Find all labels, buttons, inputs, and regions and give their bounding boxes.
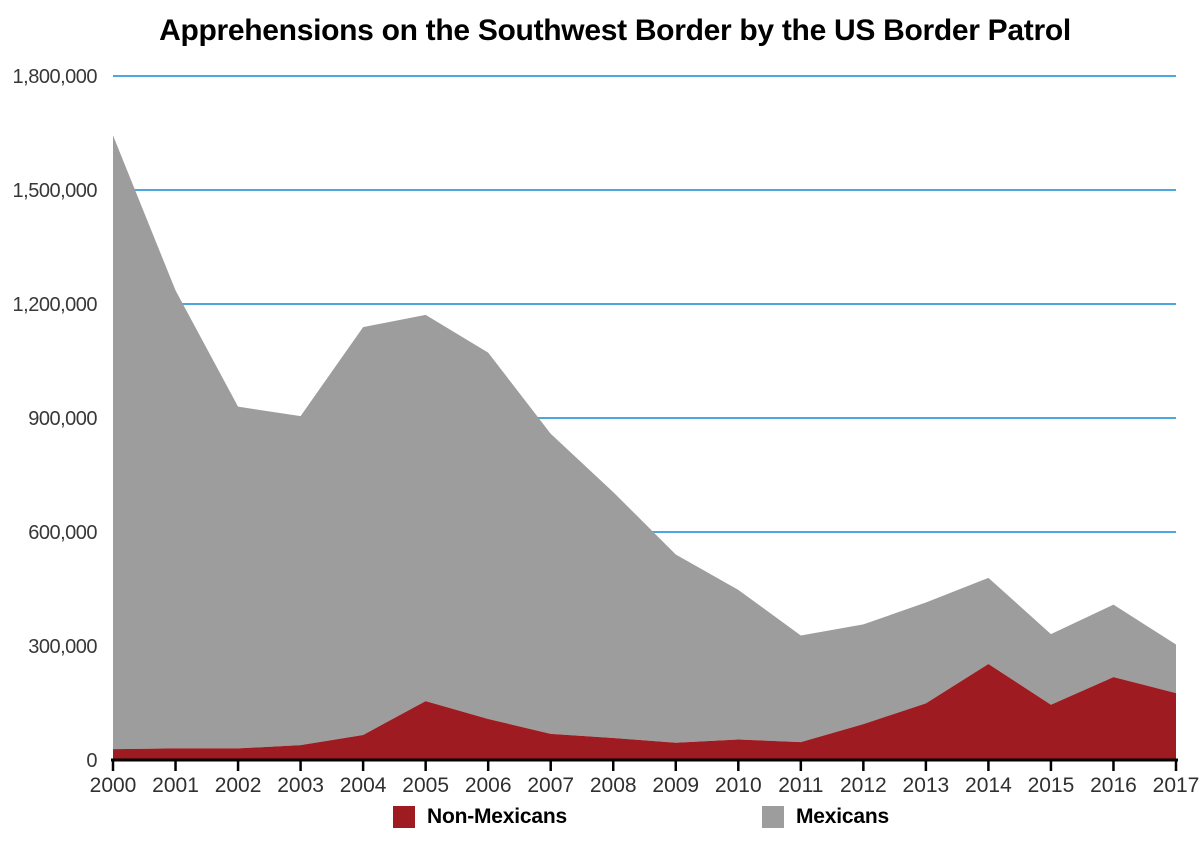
x-tick-label-2009: 2009: [652, 774, 699, 797]
legend: Non-Mexicans Mexicans: [0, 805, 1200, 835]
legend-swatch-mexicans: [762, 806, 784, 828]
y-tick-label-1,500,000: 1,500,000: [13, 180, 98, 202]
x-tick-label-2006: 2006: [465, 774, 512, 797]
y-tick-label-900,000: 900,000: [28, 408, 97, 430]
x-tick-label-2015: 2015: [1028, 774, 1075, 797]
area-non-mexicans: [113, 664, 1176, 760]
y-tick-label-1,800,000: 1,800,000: [13, 66, 98, 88]
x-tick-label-2001: 2001: [152, 774, 199, 797]
x-tick-label-2011: 2011: [778, 774, 823, 797]
chart-title: Apprehensions on the Southwest Border by…: [159, 14, 1071, 47]
y-tick-label-0: 0: [86, 750, 97, 772]
y-tick-label-600,000: 600,000: [28, 522, 97, 544]
x-tick-label-2000: 2000: [90, 774, 137, 797]
x-tick-label-2005: 2005: [402, 774, 449, 797]
legend-label-non-mexicans: Non-Mexicans: [427, 805, 567, 828]
y-tick-label-300,000: 300,000: [28, 636, 97, 658]
x-tick-label-2013: 2013: [903, 774, 950, 797]
x-tick-label-2014: 2014: [965, 774, 1012, 797]
x-tick-label-2016: 2016: [1090, 774, 1137, 797]
x-tick-label-2012: 2012: [840, 774, 887, 797]
y-tick-label-1,200,000: 1,200,000: [13, 294, 98, 316]
legend-swatch-non-mexicans: [393, 806, 415, 828]
x-tick-label-2002: 2002: [215, 774, 262, 797]
legend-label-mexicans: Mexicans: [796, 805, 889, 828]
x-tick-label-2004: 2004: [340, 774, 387, 797]
x-tick-label-2007: 2007: [527, 774, 574, 797]
legend-item-mexicans: Mexicans: [762, 805, 889, 829]
x-tick-label-2017: 2017: [1153, 774, 1200, 797]
legend-item-non-mexicans: Non-Mexicans: [393, 805, 567, 829]
x-tick-label-2010: 2010: [715, 774, 762, 797]
x-tick-label-2008: 2008: [590, 774, 637, 797]
area-mexicans: [113, 135, 1176, 750]
x-tick-label-2003: 2003: [277, 774, 324, 797]
